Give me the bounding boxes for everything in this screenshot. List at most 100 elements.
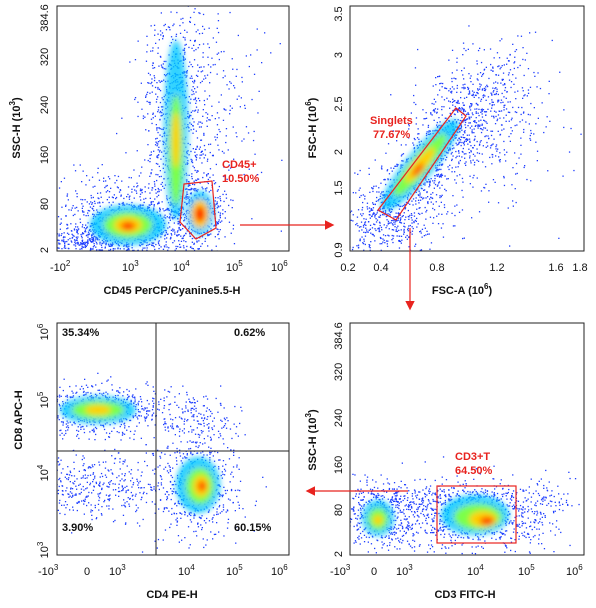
- event-dot: [501, 38, 503, 40]
- event-dot: [82, 170, 84, 172]
- event-dot: [217, 223, 219, 225]
- event-dot: [182, 411, 184, 413]
- event-dot: [136, 255, 137, 256]
- event-dot: [157, 106, 160, 108]
- event-dot: [224, 211, 226, 213]
- event-dot: [65, 204, 67, 206]
- event-dot: [208, 3, 209, 4]
- event-dot: [58, 254, 59, 255]
- event-dot: [168, 26, 171, 29]
- event-dot: [517, 106, 520, 109]
- event-dot: [245, 126, 248, 128]
- gate-singlets[interactable]: [377, 107, 467, 221]
- event-dot: [455, 137, 457, 139]
- event-dot: [195, 188, 197, 190]
- event-dot: [109, 178, 111, 180]
- event-dot: [111, 389, 114, 391]
- event-dot: [204, 258, 205, 259]
- event-dot: [199, 100, 201, 102]
- event-dot: [213, 183, 216, 185]
- event-dot: [147, 144, 149, 146]
- event-dot: [60, 222, 62, 224]
- event-dot: [186, 203, 188, 206]
- event-dot: [484, 187, 486, 189]
- event-dot: [214, 224, 216, 226]
- event-dot: [456, 155, 458, 157]
- event-dot: [484, 127, 487, 129]
- event-dot: [417, 199, 420, 201]
- event-dot: [194, 88, 196, 90]
- event-dot: [217, 228, 219, 231]
- event-dot: [113, 194, 115, 196]
- event-dot: [492, 143, 494, 145]
- event-dot: [62, 417, 64, 419]
- event-dot: [520, 137, 522, 139]
- event-dot: [65, 205, 67, 207]
- event-dot: [459, 131, 461, 133]
- event-dot: [134, 399, 136, 401]
- event-dot: [170, 214, 172, 216]
- gate-cd45[interactable]: [179, 180, 217, 240]
- event-dot: [165, 209, 167, 211]
- event-dot: [25, 243, 26, 244]
- event-dot: [87, 241, 89, 243]
- event-dot: [474, 94, 476, 96]
- event-dot: [131, 247, 133, 249]
- event-dot: [204, 257, 205, 258]
- event-dot: [424, 184, 426, 186]
- event-dot: [415, 123, 417, 125]
- event-dot: [368, 207, 371, 209]
- event-dot: [86, 227, 88, 229]
- event-dot: [168, 409, 170, 411]
- event-dot: [253, 130, 255, 133]
- event-dot: [106, 199, 108, 201]
- event-dot: [206, 187, 208, 189]
- event-dot: [182, 36, 184, 38]
- event-dot: [128, 395, 130, 397]
- event-dot: [467, 88, 469, 90]
- event-dot: [193, 50, 195, 52]
- event-dot: [471, 103, 473, 105]
- x-tick-label: 0.4: [373, 262, 388, 274]
- event-dot: [501, 124, 503, 126]
- event-dot: [101, 242, 103, 245]
- event-dot: [190, 158, 192, 161]
- event-dot: [458, 155, 460, 157]
- event-dot: [151, 78, 153, 80]
- event-dot: [343, 305, 344, 306]
- event-dot: [198, 248, 200, 250]
- event-dot: [109, 206, 111, 208]
- event-dot: [27, 427, 28, 428]
- event-dot: [391, 223, 394, 225]
- event-dot: [43, 286, 44, 287]
- event-dot: [14, 389, 15, 390]
- event-dot: [103, 258, 104, 259]
- panel-cd4-vs-cd8: 35.34% 0.62% 3.90% 60.15% -103 0 103 104…: [13, 322, 290, 601]
- event-dot: [507, 111, 510, 113]
- event-dot: [182, 245, 185, 247]
- event-dot: [93, 430, 95, 432]
- event-dot: [206, 160, 209, 162]
- event-dot: [372, 213, 374, 215]
- event-dot: [185, 82, 188, 84]
- event-dot: [432, 192, 434, 194]
- event-dot: [469, 77, 471, 79]
- event-dot: [459, 128, 461, 130]
- event-dot: [462, 54, 464, 56]
- event-dot: [441, 108, 443, 111]
- event-dot: [520, 113, 522, 116]
- event-dot: [198, 12, 200, 14]
- event-dot: [57, 247, 59, 249]
- event-dot: [490, 92, 492, 94]
- event-dot: [493, 90, 495, 92]
- event-dot: [369, 191, 371, 193]
- event-dot: [458, 128, 460, 130]
- event-dot: [164, 246, 166, 248]
- event-dot: [470, 151, 472, 153]
- event-dot: [381, 214, 384, 216]
- event-dot: [442, 82, 444, 85]
- event-dot: [171, 254, 172, 255]
- event-dot: [218, 231, 220, 233]
- event-dot: [55, 392, 56, 393]
- event-dot: [190, 63, 192, 66]
